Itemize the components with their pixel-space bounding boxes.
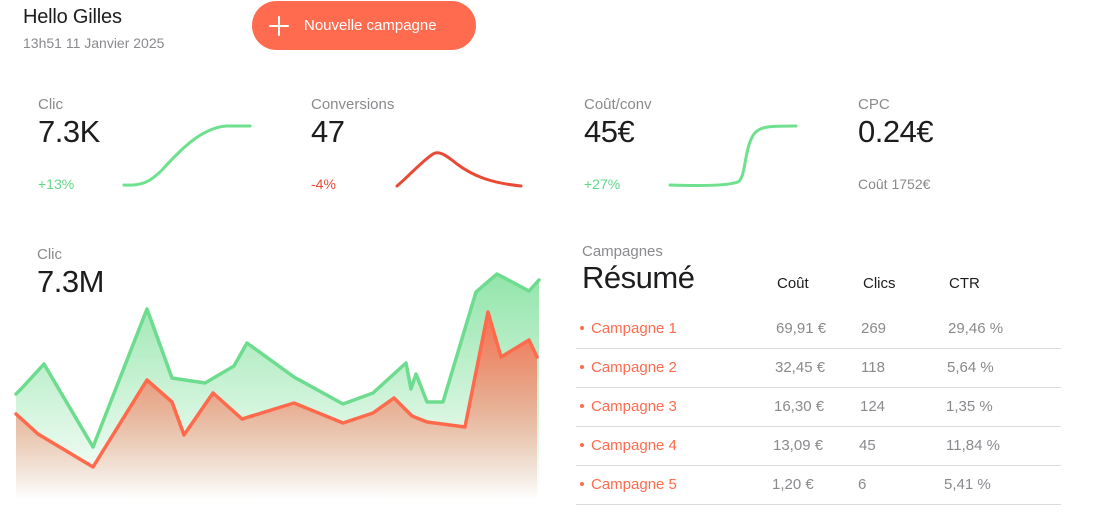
kpi-card-cpc: CPC 0.24€ Coût 1752€: [858, 96, 1103, 206]
campaign-row[interactable]: Campagne 2 32,45 € 118 5,64 %: [576, 349, 1061, 388]
current-date: 13h51 11 Janvier 2025: [23, 35, 165, 51]
sparkline-cost-per-conversion: [668, 124, 798, 188]
bullet-icon: [580, 443, 584, 448]
summary-title: Résumé: [582, 260, 695, 295]
campaign-clicks: 6: [858, 476, 867, 493]
campaign-clicks: 45: [859, 437, 876, 454]
column-header-cost: Coût: [777, 275, 809, 292]
conversions-area-fill: [16, 312, 537, 500]
campaign-row[interactable]: Campagne 3 16,30 € 124 1,35 %: [576, 388, 1061, 427]
new-campaign-button[interactable]: Nouvelle campagne: [252, 1, 476, 50]
campaign-cost: 13,09 €: [773, 437, 824, 454]
campaign-row[interactable]: Campagne 1 69,91 € 269 29,46 %: [576, 310, 1061, 349]
kpi-label: Coût/conv: [584, 96, 652, 113]
campaign-cost: 69,91 €: [776, 320, 827, 337]
bullet-icon: [580, 326, 584, 331]
column-header-ctr: CTR: [949, 275, 980, 292]
kpi-value: 7.3K: [38, 114, 100, 149]
kpi-delta: +27%: [584, 176, 621, 192]
plus-icon: [268, 15, 290, 37]
campaign-cost: 16,30 €: [774, 398, 825, 415]
campaign-clicks: 124: [860, 398, 886, 415]
kpi-value: 0.24€: [858, 114, 934, 149]
campaign-clicks: 118: [861, 359, 885, 376]
bullet-icon: [580, 365, 584, 370]
campaign-cost: 1,20 €: [772, 476, 814, 493]
sparkline-clicks: [122, 124, 252, 187]
kpi-value: 45€: [584, 114, 635, 149]
campaign-cost: 32,45 €: [775, 359, 826, 376]
main-chart-label: Clic: [37, 246, 62, 263]
campaign-row[interactable]: Campagne 4 13,09 € 45 11,84 %: [576, 427, 1061, 466]
campaign-row[interactable]: Campagne 5 1,20 € 6 5,41 %: [576, 466, 1061, 505]
campaign-name[interactable]: Campagne 2: [580, 359, 677, 376]
campaign-ctr: 5,64 %: [947, 359, 994, 376]
campaign-clicks: 269: [861, 320, 887, 337]
campaign-name[interactable]: Campagne 5: [580, 476, 677, 493]
column-header-clicks: Clics: [863, 275, 896, 292]
kpi-delta: -4%: [311, 176, 336, 192]
main-chart-value: 7.3M: [37, 264, 104, 299]
campaign-name[interactable]: Campagne 4: [580, 437, 677, 454]
clicks-area-chart: [14, 272, 541, 500]
greeting: Hello Gilles: [23, 6, 122, 28]
kpi-label: CPC: [858, 96, 890, 113]
kpi-card-conversions: Conversions 47 -4%: [311, 96, 571, 206]
conversions-line: [14, 310, 539, 469]
new-campaign-label: Nouvelle campagne: [304, 17, 437, 34]
bullet-icon: [580, 482, 584, 487]
campaign-ctr: 29,46 %: [948, 320, 1004, 337]
bullet-icon: [580, 404, 584, 409]
kpi-label: Conversions: [311, 96, 395, 113]
sparkline-conversions: [395, 151, 523, 188]
campaign-ctr: 5,41 %: [944, 476, 991, 493]
campaign-name[interactable]: Campagne 3: [580, 398, 677, 415]
kpi-card-clicks: Clic 7.3K +13%: [38, 96, 298, 206]
clicks-line: [14, 272, 541, 449]
kpi-label: Clic: [38, 96, 63, 113]
kpi-delta: +13%: [38, 176, 75, 192]
campaign-name[interactable]: Campagne 1: [580, 320, 677, 337]
kpi-value: 47: [311, 114, 345, 149]
kpi-card-cost-per-conversion: Coût/conv 45€ +27%: [584, 96, 844, 206]
kpi-total-cost: Coût 1752€: [858, 176, 931, 192]
summary-kicker: Campagnes: [582, 243, 663, 260]
campaign-ctr: 11,84 %: [946, 437, 1000, 454]
campaign-ctr: 1,35 %: [946, 398, 993, 415]
